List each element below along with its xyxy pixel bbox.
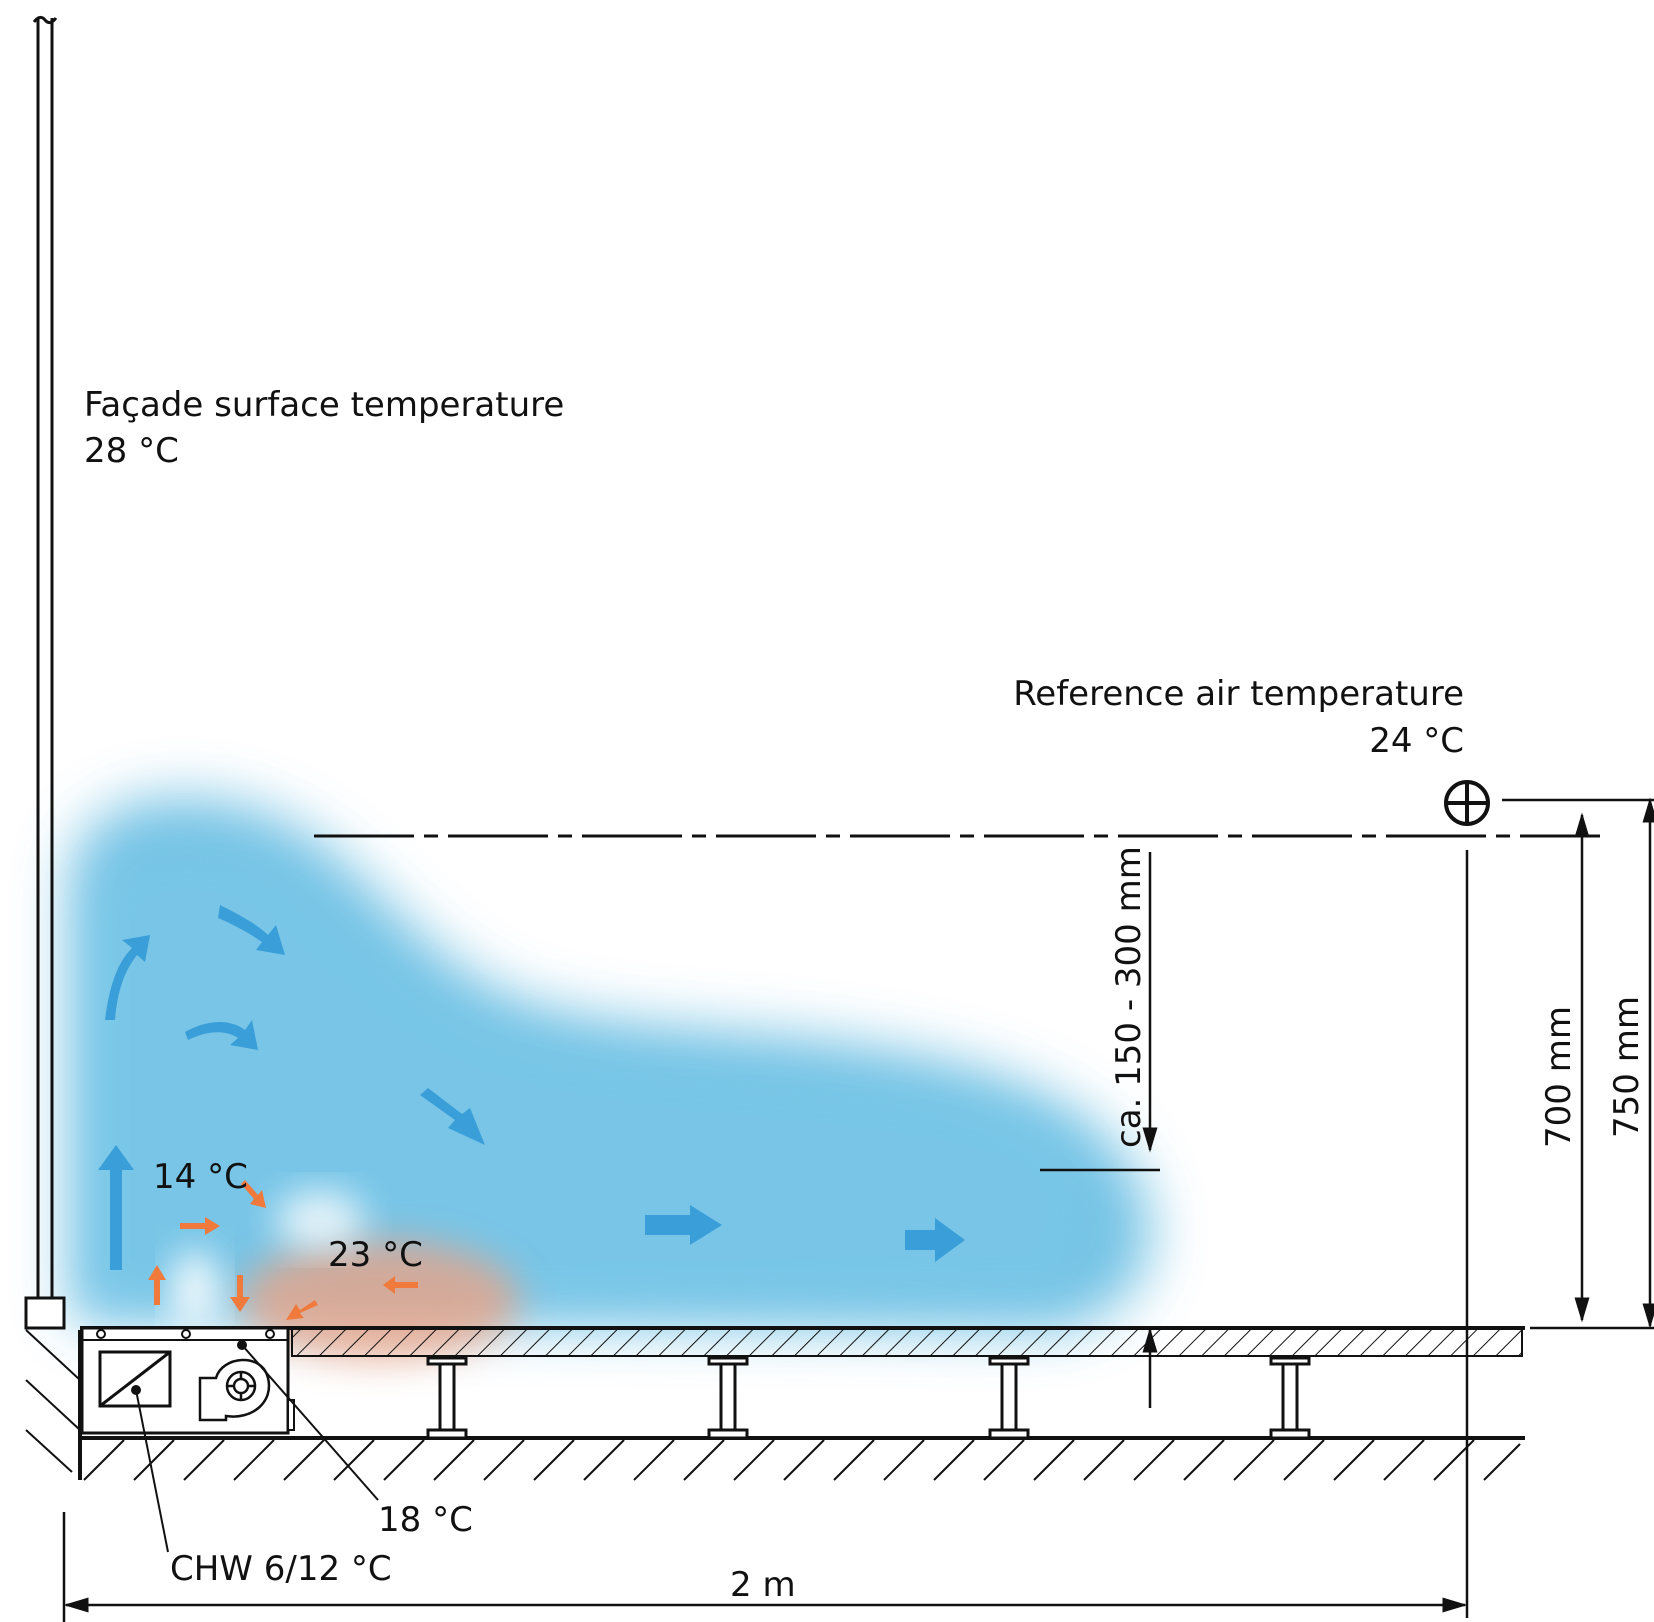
facade-wall xyxy=(24,15,66,1330)
cold-air-cloud xyxy=(70,797,1151,1330)
warm-arrow-3 xyxy=(148,1265,166,1305)
cold-zone-temperature: 14 °C xyxy=(153,1157,248,1197)
warm-arrow-5 xyxy=(383,1276,418,1294)
labels: Façade surface temperature 28 °C Referen… xyxy=(84,385,1647,1605)
warm-air-flow-arrows xyxy=(148,1180,418,1320)
height-700-dimension: 700 mm xyxy=(1539,1006,1579,1148)
layer-height-dimension: ca. 150 - 300 mm xyxy=(1109,846,1149,1148)
flow-arrow-up-2 xyxy=(105,935,150,1020)
flow-arrow-diag xyxy=(420,1088,485,1145)
warm-arrow-4 xyxy=(230,1275,250,1312)
floor-pedestals xyxy=(426,1356,1311,1440)
reference-temperature: 24 °C xyxy=(1369,721,1464,761)
flow-arrow-curve-1 xyxy=(218,905,285,955)
pedestal xyxy=(707,1356,749,1440)
crosshair-circle-icon xyxy=(1444,780,1490,826)
base-slab-hatch xyxy=(83,1439,1521,1481)
chilled-water-label: CHW 6/12 °C xyxy=(170,1549,392,1589)
flow-arrow-curve-2 xyxy=(185,1020,258,1050)
cold-air-flow-arrows xyxy=(98,905,965,1270)
mixed-zone-temperature: 23 °C xyxy=(328,1235,423,1275)
flow-arrow-right-1 xyxy=(645,1205,722,1245)
flow-arrow-up-1 xyxy=(98,1145,134,1270)
pedestal xyxy=(988,1356,1030,1440)
facade-temperature: 28 °C xyxy=(84,431,179,471)
flow-arrow-right-2 xyxy=(905,1218,965,1262)
warm-arrow-6 xyxy=(286,1300,318,1320)
height-750-dimension: 750 mm xyxy=(1607,996,1647,1138)
room-depth-dimension: 2 m xyxy=(730,1565,796,1605)
underfloor-unit xyxy=(80,1326,295,1435)
heat-exchanger-icon xyxy=(98,1350,172,1408)
leader-lines xyxy=(131,1340,379,1553)
centrifugal-fan-icon xyxy=(198,1358,271,1422)
reference-title: Reference air temperature xyxy=(1013,674,1464,714)
supply-air-temperature: 18 °C xyxy=(378,1500,473,1540)
pedestal xyxy=(1269,1356,1311,1440)
dimension-lines xyxy=(62,797,1654,1622)
warm-arrow-1 xyxy=(180,1217,220,1235)
facade-title: Façade surface temperature xyxy=(84,385,564,425)
warm-arrow-2 xyxy=(241,1180,266,1208)
pedestal xyxy=(426,1356,468,1440)
